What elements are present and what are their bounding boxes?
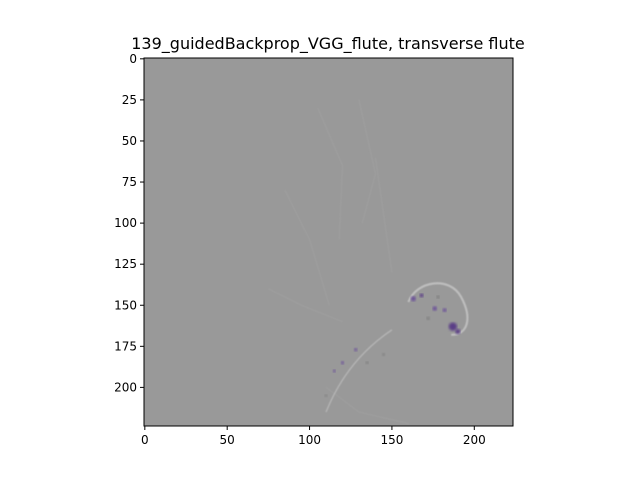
saliency-spot (365, 361, 369, 365)
faint-edge (358, 99, 376, 224)
saliency-faint-edges (268, 99, 409, 425)
y-tick-label: 125 (114, 257, 137, 271)
saliency-highlight (324, 282, 469, 413)
saliency-spot (332, 369, 336, 373)
faint-edge (268, 288, 343, 323)
saliency-spot (382, 353, 386, 356)
arm-contour (325, 329, 393, 413)
saliency-spot (426, 316, 430, 320)
y-tick-label: 100 (114, 216, 137, 230)
y-tick-label: 175 (114, 339, 137, 353)
image-background (144, 58, 513, 426)
saliency-spot (448, 322, 458, 331)
x-tick-label: 200 (463, 433, 486, 447)
saliency-spot (410, 296, 416, 302)
saliency-spot (432, 306, 437, 311)
chart-title: 139_guidedBackprop_VGG_flute, transverse… (131, 34, 524, 54)
saliency-spot (455, 328, 461, 335)
saliency-map-image (144, 58, 513, 426)
y-tick-label: 200 (114, 380, 137, 394)
x-tick-label: 50 (220, 433, 235, 447)
y-tick-label: 150 (114, 298, 137, 312)
x-axis: 0 50 100 150 200 (141, 426, 486, 447)
y-tick-label: 25 (122, 93, 137, 107)
faint-edge (374, 157, 393, 273)
saliency-spot (442, 308, 447, 313)
faint-edge (317, 107, 344, 240)
y-axis: 0 25 50 75 100 125 150 175 200 (114, 52, 144, 394)
highlight-contour (407, 282, 469, 336)
x-tick-label: 0 (141, 433, 149, 447)
saliency-spot (354, 348, 358, 352)
y-tick-label: 75 (122, 175, 137, 189)
x-tick-label: 150 (380, 433, 403, 447)
plot-frame (143, 57, 514, 427)
saliency-spot (419, 293, 424, 298)
saliency-spot (436, 295, 440, 299)
faint-edge (284, 190, 330, 306)
y-tick-label: 0 (129, 52, 137, 66)
x-tick-label: 100 (298, 433, 321, 447)
saliency-spot (324, 394, 328, 397)
y-tick-label: 50 (122, 134, 137, 148)
saliency-spot (340, 361, 345, 365)
faint-edge (325, 386, 409, 425)
